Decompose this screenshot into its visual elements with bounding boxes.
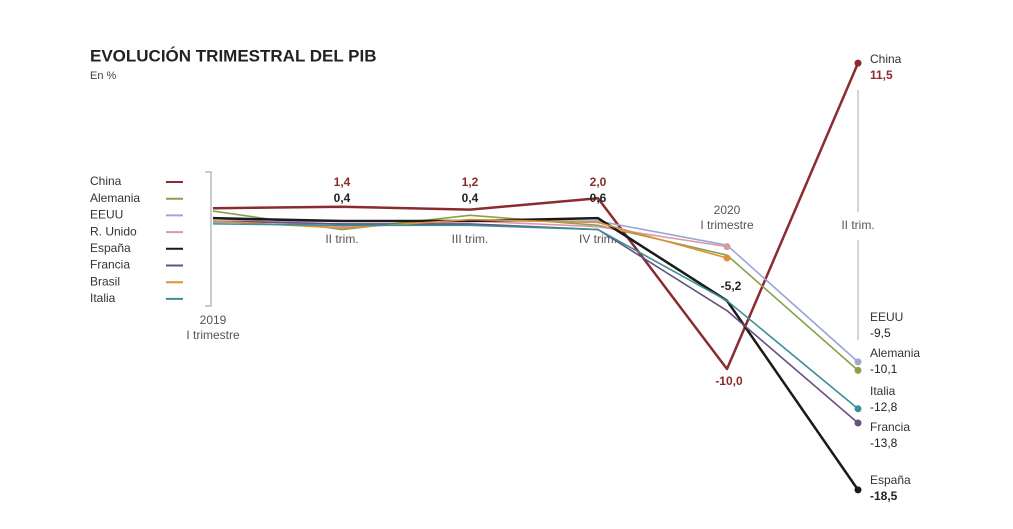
end-name: España: [870, 473, 911, 487]
end-name: EEUU: [870, 310, 903, 324]
end-dot: [854, 59, 862, 67]
value-label: -10,0: [715, 374, 743, 388]
x-tick-label: I trimestre: [186, 328, 240, 342]
series-line: [212, 216, 860, 491]
x-tick-label: IV trim.: [579, 232, 617, 246]
end-dot: [854, 419, 862, 427]
value-label: -5,2: [721, 279, 742, 293]
legend-label: Francia: [90, 258, 130, 272]
value-label: 0,4: [334, 191, 351, 205]
end-dot: [854, 358, 862, 366]
value-label: 1,4: [334, 175, 351, 189]
legend-bracket: [205, 171, 212, 307]
end-value: -9,5: [870, 326, 891, 340]
x-tick-label: III trim.: [452, 232, 489, 246]
end-value: -18,5: [870, 489, 898, 503]
end-dot: [854, 486, 862, 494]
chart-subtitle: En %: [90, 70, 117, 82]
legend-label: España: [90, 241, 131, 255]
end-value: -10,1: [870, 362, 898, 376]
end-dot: [723, 243, 731, 251]
end-dot: [854, 366, 862, 374]
x-tick-label: I trimestre: [700, 218, 754, 232]
end-name: Italia: [870, 384, 896, 398]
end-dot: [723, 254, 731, 262]
chart-title: EVOLUCIÓN TRIMESTRAL DEL PIB: [90, 46, 377, 65]
value-label: 1,2: [462, 175, 479, 189]
x-tick-label: II trim.: [841, 218, 874, 232]
end-value: -12,8: [870, 400, 898, 414]
end-value: 11,5: [870, 68, 893, 82]
legend-label: EEUU: [90, 208, 123, 222]
series-line: [212, 223, 859, 410]
legend-label: Brasil: [90, 274, 120, 288]
end-name: Francia: [870, 420, 910, 434]
end-name: Alemania: [870, 346, 920, 360]
series-line: [212, 220, 859, 424]
year-label: 2020: [714, 203, 741, 217]
end-value: -13,8: [870, 436, 898, 450]
legend-label: Italia: [90, 291, 116, 305]
legend-label: R. Unido: [90, 224, 137, 238]
value-label: 0,4: [462, 191, 479, 205]
series-line: [212, 218, 728, 259]
value-label: 2,0: [590, 175, 607, 189]
x-tick-label: II trim.: [325, 232, 358, 246]
value-label: 0,6: [590, 191, 607, 205]
year-label: 2019: [200, 313, 227, 327]
legend-label: China: [90, 174, 122, 188]
end-dot: [854, 405, 862, 413]
end-name: China: [870, 52, 902, 66]
series-line: [212, 62, 860, 371]
legend-label: Alemania: [90, 191, 140, 205]
